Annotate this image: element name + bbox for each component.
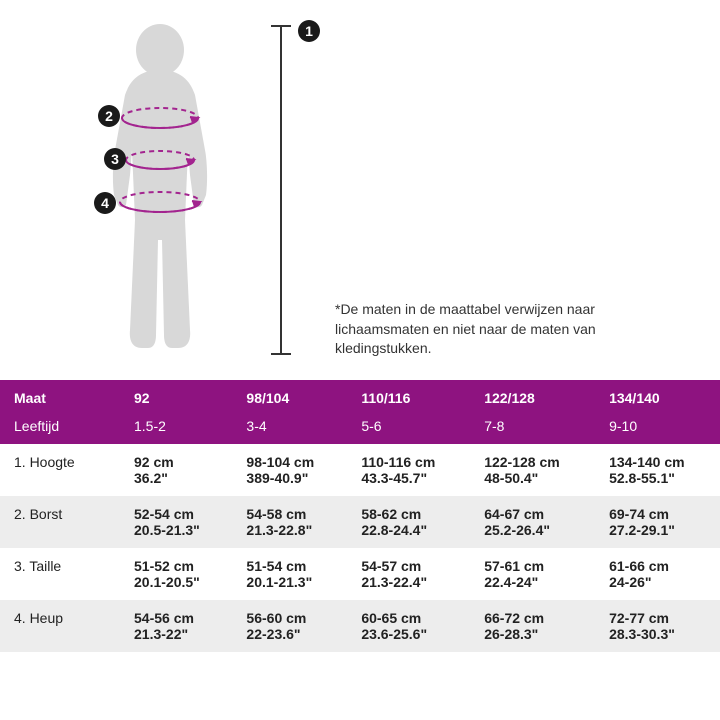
measurement-in: 22-23.6" bbox=[246, 626, 339, 642]
measurement-in: 23.6-25.6" bbox=[361, 626, 462, 642]
measurement-cell: 54-56 cm21.3-22" bbox=[120, 600, 232, 652]
measurement-cell: 56-60 cm22-23.6" bbox=[232, 600, 347, 652]
header-label-age: Leeftijd bbox=[0, 412, 120, 444]
header-row-age: Leeftijd 1.5-2 3-4 5-6 7-8 9-10 bbox=[0, 412, 720, 444]
measurement-in: 22.8-24.4" bbox=[361, 522, 462, 538]
row-label: 3. Taille bbox=[0, 548, 120, 600]
measurement-cell: 57-61 cm22.4-24" bbox=[470, 548, 595, 600]
measurement-cm: 58-62 cm bbox=[361, 506, 462, 522]
marker-2: 2 bbox=[98, 105, 120, 127]
measurement-diagram: 1 2 3 4 *De maten in de maattabel verwij… bbox=[0, 0, 720, 380]
measurement-cm: 72-77 cm bbox=[609, 610, 712, 626]
measurement-cell: 64-67 cm25.2-26.4" bbox=[470, 496, 595, 548]
measurement-cell: 60-65 cm23.6-25.6" bbox=[347, 600, 470, 652]
measurement-cm: 57-61 cm bbox=[484, 558, 587, 574]
measurement-cm: 134-140 cm bbox=[609, 454, 712, 470]
measurement-in: 36.2" bbox=[134, 470, 224, 486]
row-label: 2. Borst bbox=[0, 496, 120, 548]
measurement-in: 22.4-24" bbox=[484, 574, 587, 590]
measurement-cell: 122-128 cm48-50.4" bbox=[470, 444, 595, 496]
measurement-cm: 122-128 cm bbox=[484, 454, 587, 470]
measurement-cell: 54-58 cm21.3-22.8" bbox=[232, 496, 347, 548]
measurement-cell: 72-77 cm28.3-30.3" bbox=[595, 600, 720, 652]
measurement-in: 52.8-55.1" bbox=[609, 470, 712, 486]
measurement-in: 28.3-30.3" bbox=[609, 626, 712, 642]
age-col-3: 7-8 bbox=[470, 412, 595, 444]
marker-4: 4 bbox=[94, 192, 116, 214]
measurement-cm: 54-56 cm bbox=[134, 610, 224, 626]
row-label: 1. Hoogte bbox=[0, 444, 120, 496]
marker-1: 1 bbox=[298, 20, 320, 42]
size-col-0: 92 bbox=[120, 380, 232, 412]
measurement-in: 26-28.3" bbox=[484, 626, 587, 642]
table-row: 1. Hoogte92 cm36.2"98-104 cm389-40.9"110… bbox=[0, 444, 720, 496]
size-col-4: 134/140 bbox=[595, 380, 720, 412]
size-col-1: 98/104 bbox=[232, 380, 347, 412]
measurement-cell: 51-54 cm20.1-21.3" bbox=[232, 548, 347, 600]
measurement-cell: 92 cm36.2" bbox=[120, 444, 232, 496]
measurement-cm: 51-52 cm bbox=[134, 558, 224, 574]
measurement-cell: 58-62 cm22.8-24.4" bbox=[347, 496, 470, 548]
measurement-cm: 54-58 cm bbox=[246, 506, 339, 522]
measurement-in: 21.3-22.8" bbox=[246, 522, 339, 538]
row-label: 4. Heup bbox=[0, 600, 120, 652]
measurement-cm: 51-54 cm bbox=[246, 558, 339, 574]
measurement-cm: 56-60 cm bbox=[246, 610, 339, 626]
size-col-3: 122/128 bbox=[470, 380, 595, 412]
age-col-0: 1.5-2 bbox=[120, 412, 232, 444]
marker-3: 3 bbox=[104, 148, 126, 170]
size-col-2: 110/116 bbox=[347, 380, 470, 412]
measurement-in: 389-40.9" bbox=[246, 470, 339, 486]
measurement-in: 27.2-29.1" bbox=[609, 522, 712, 538]
measurement-cm: 61-66 cm bbox=[609, 558, 712, 574]
header-row-size: Maat 92 98/104 110/116 122/128 134/140 bbox=[0, 380, 720, 412]
measurement-in: 20.1-20.5" bbox=[134, 574, 224, 590]
size-chart-table: Maat 92 98/104 110/116 122/128 134/140 L… bbox=[0, 380, 720, 652]
table-row: 3. Taille51-52 cm20.1-20.5"51-54 cm20.1-… bbox=[0, 548, 720, 600]
table-row: 4. Heup54-56 cm21.3-22"56-60 cm22-23.6"6… bbox=[0, 600, 720, 652]
disclaimer-note: *De maten in de maattabel verwijzen naar… bbox=[335, 300, 655, 359]
measurement-in: 43.3-45.7" bbox=[361, 470, 462, 486]
measurement-cm: 54-57 cm bbox=[361, 558, 462, 574]
header-label-size: Maat bbox=[0, 380, 120, 412]
measurement-cell: 98-104 cm389-40.9" bbox=[232, 444, 347, 496]
measurement-in: 20.1-21.3" bbox=[246, 574, 339, 590]
measurement-in: 48-50.4" bbox=[484, 470, 587, 486]
measurement-cell: 52-54 cm20.5-21.3" bbox=[120, 496, 232, 548]
height-indicator bbox=[280, 25, 282, 355]
age-col-4: 9-10 bbox=[595, 412, 720, 444]
age-col-1: 3-4 bbox=[232, 412, 347, 444]
child-silhouette bbox=[70, 20, 250, 360]
measurement-cell: 69-74 cm27.2-29.1" bbox=[595, 496, 720, 548]
measurement-cm: 98-104 cm bbox=[246, 454, 339, 470]
measurement-cm: 52-54 cm bbox=[134, 506, 224, 522]
measurement-cell: 134-140 cm52.8-55.1" bbox=[595, 444, 720, 496]
table-row: 2. Borst52-54 cm20.5-21.3"54-58 cm21.3-2… bbox=[0, 496, 720, 548]
measurement-cm: 110-116 cm bbox=[361, 454, 462, 470]
age-col-2: 5-6 bbox=[347, 412, 470, 444]
measurement-cell: 61-66 cm24-26" bbox=[595, 548, 720, 600]
measurement-cell: 66-72 cm26-28.3" bbox=[470, 600, 595, 652]
measurement-in: 21.3-22.4" bbox=[361, 574, 462, 590]
measurement-in: 20.5-21.3" bbox=[134, 522, 224, 538]
measurement-cm: 60-65 cm bbox=[361, 610, 462, 626]
measurement-cell: 54-57 cm21.3-22.4" bbox=[347, 548, 470, 600]
measurement-cell: 110-116 cm43.3-45.7" bbox=[347, 444, 470, 496]
measurement-cell: 51-52 cm20.1-20.5" bbox=[120, 548, 232, 600]
measurement-in: 24-26" bbox=[609, 574, 712, 590]
measurement-cm: 92 cm bbox=[134, 454, 224, 470]
measurement-in: 25.2-26.4" bbox=[484, 522, 587, 538]
measurement-cm: 64-67 cm bbox=[484, 506, 587, 522]
measurement-cm: 66-72 cm bbox=[484, 610, 587, 626]
measurement-cm: 69-74 cm bbox=[609, 506, 712, 522]
measurement-in: 21.3-22" bbox=[134, 626, 224, 642]
